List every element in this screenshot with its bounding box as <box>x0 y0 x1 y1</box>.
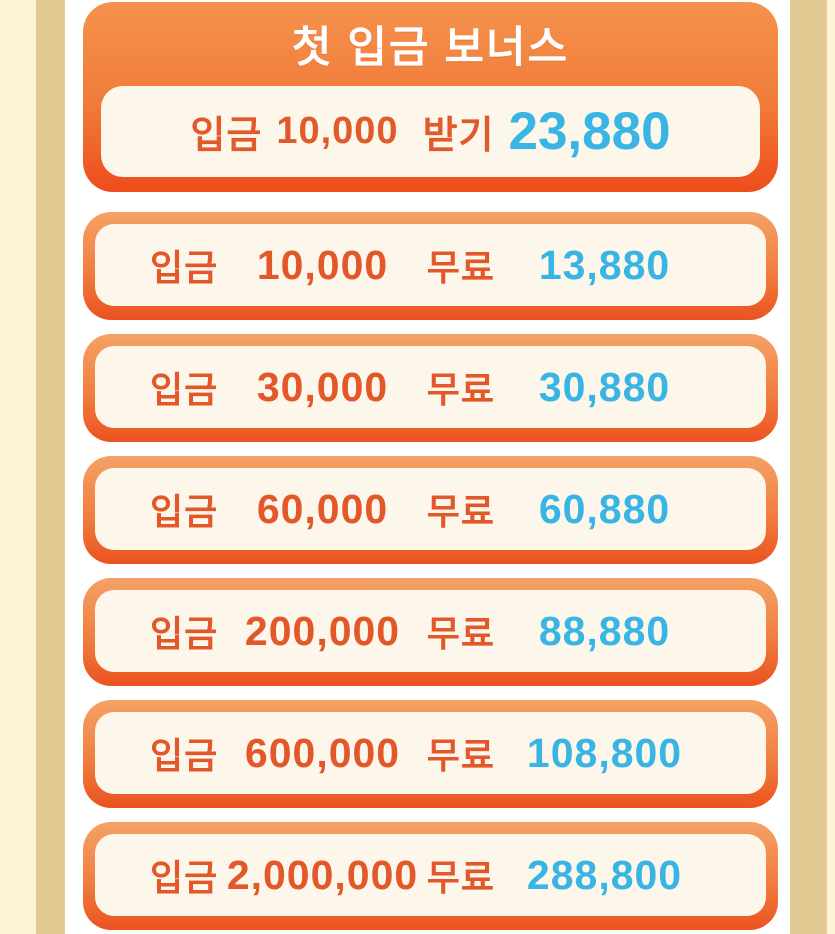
deposit-tier-list: 입금 10,000 무료 13,880 입금 30,000 무료 30,880 … <box>65 212 790 930</box>
bonus-amount: 88,880 <box>538 607 671 654</box>
left-tan-stripe <box>36 0 65 934</box>
deposit-tier-row[interactable]: 입금 2,000,000 무료 288,800 <box>83 822 778 930</box>
deposit-tier-row-inner: 입금 2,000,000 무료 288,800 <box>95 834 766 916</box>
deposit-tier-row[interactable]: 입금 60,000 무료 60,880 <box>83 456 778 564</box>
right-tan-stripe <box>790 0 827 934</box>
deposit-label: 입금 <box>150 247 219 288</box>
deposit-amount: 200,000 <box>244 607 401 654</box>
claim-action-label: 받기 <box>422 115 495 157</box>
claim-bonus-amount: 23,880 <box>508 102 671 161</box>
deposit-amount: 2,000,000 <box>226 851 419 898</box>
deposit-tier-row[interactable]: 입금 10,000 무료 13,880 <box>83 212 778 320</box>
free-label: 무료 <box>426 613 496 654</box>
first-deposit-bonus-card: 첫 입금 보너스 입금 10,000 받기 23,880 <box>83 2 778 192</box>
claim-bonus-banner[interactable]: 입금 10,000 받기 23,880 <box>101 86 760 177</box>
deposit-amount: 60,000 <box>256 485 389 532</box>
free-label: 무료 <box>426 369 496 410</box>
deposit-amount: 10,000 <box>256 241 389 288</box>
deposit-tier-row-inner: 입금 10,000 무료 13,880 <box>95 224 766 306</box>
free-label: 무료 <box>426 735 496 776</box>
deposit-tier-row[interactable]: 입금 30,000 무료 30,880 <box>83 334 778 442</box>
deposit-tier-row-inner: 입금 60,000 무료 60,880 <box>95 468 766 550</box>
bonus-amount: 30,880 <box>538 363 671 410</box>
page-title: 첫 입금 보너스 <box>291 24 570 72</box>
bonus-page: 첫 입금 보너스 입금 10,000 받기 23,880 입금 10,000 무… <box>65 0 790 934</box>
deposit-amount: 30,000 <box>256 363 389 410</box>
deposit-amount: 600,000 <box>244 729 401 776</box>
deposit-label: 입금 <box>150 491 219 532</box>
free-label: 무료 <box>426 857 496 898</box>
bonus-amount: 60,880 <box>538 485 671 532</box>
left-cream-margin <box>0 0 36 934</box>
deposit-tier-row[interactable]: 입금 200,000 무료 88,880 <box>83 578 778 686</box>
deposit-label: 입금 <box>150 613 219 654</box>
deposit-label: 입금 <box>150 735 219 776</box>
bonus-amount: 13,880 <box>538 241 671 288</box>
deposit-tier-row[interactable]: 입금 600,000 무료 108,800 <box>83 700 778 808</box>
bonus-amount: 288,800 <box>526 851 683 898</box>
bonus-amount: 108,800 <box>526 729 683 776</box>
deposit-tier-row-inner: 입금 200,000 무료 88,880 <box>95 590 766 672</box>
deposit-label: 입금 <box>150 369 219 410</box>
deposit-tier-row-inner: 입금 600,000 무료 108,800 <box>95 712 766 794</box>
right-cream-margin <box>827 0 835 934</box>
deposit-tier-row-inner: 입금 30,000 무료 30,880 <box>95 346 766 428</box>
claim-deposit-amount: 10,000 <box>276 110 399 152</box>
free-label: 무료 <box>426 491 496 532</box>
claim-deposit-label: 입금 <box>190 115 263 157</box>
free-label: 무료 <box>426 247 496 288</box>
deposit-label: 입금 <box>150 857 219 898</box>
